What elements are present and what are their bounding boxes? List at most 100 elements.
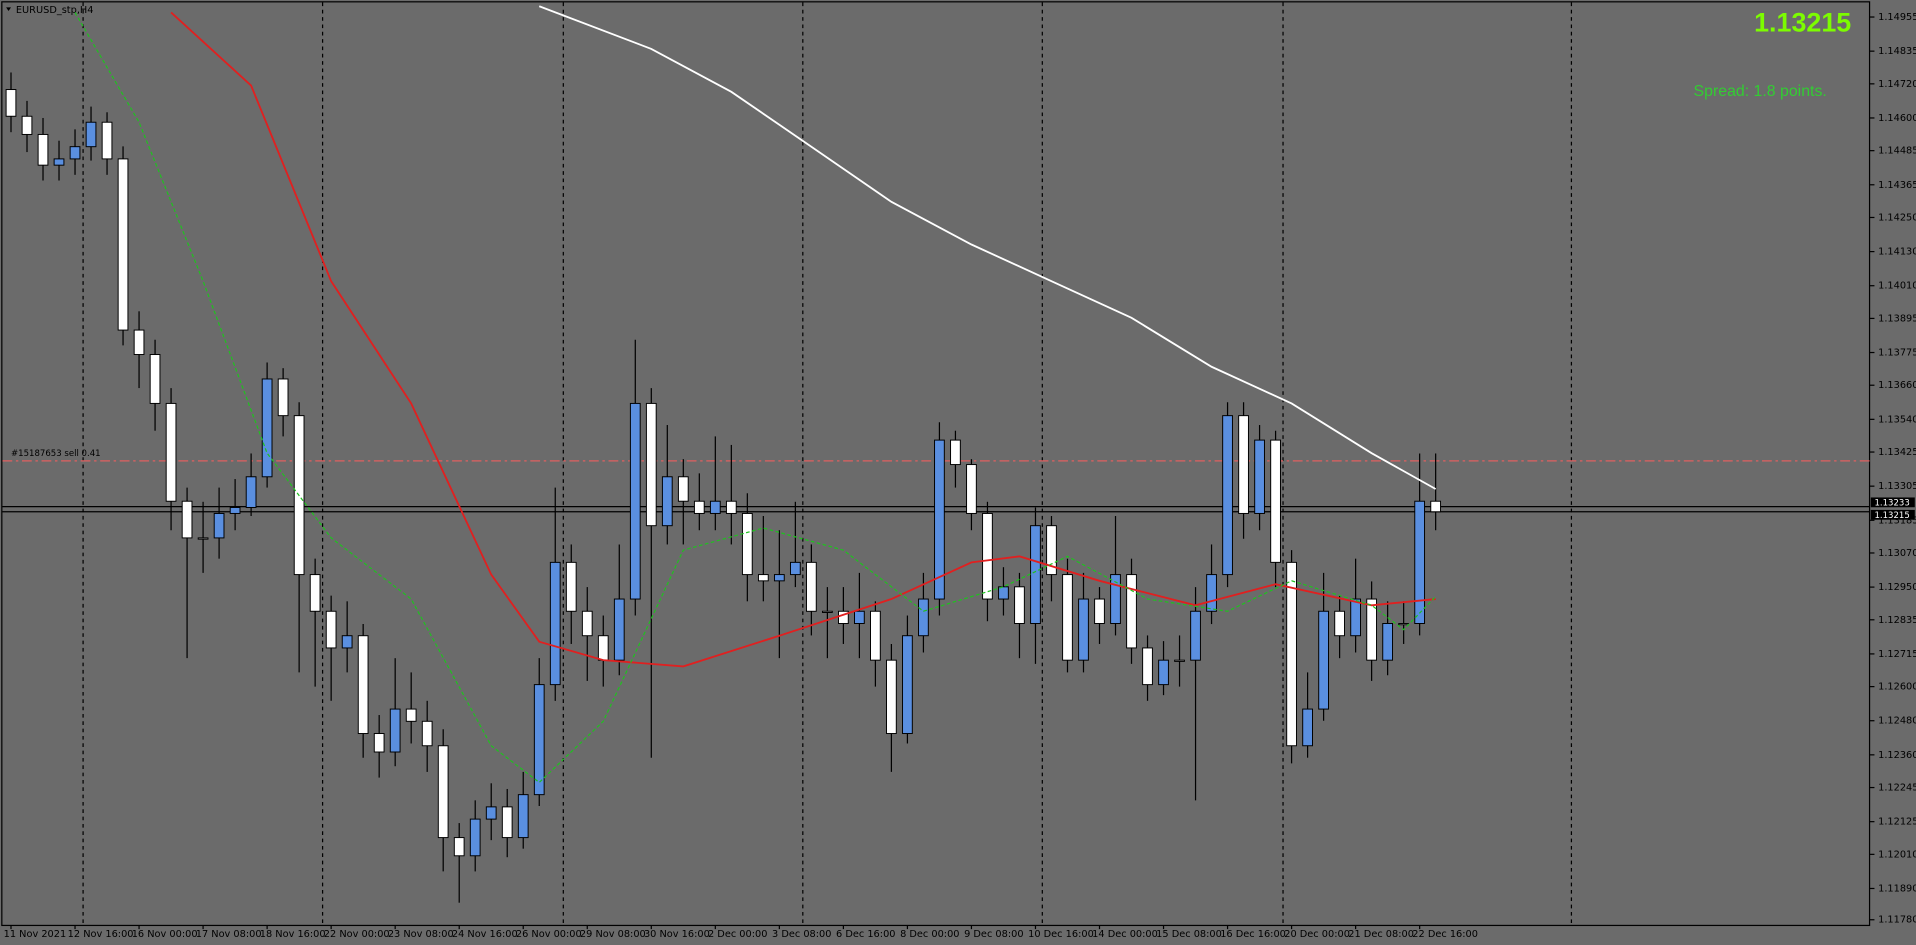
x-tick-label: 12 Nov 16:00 [68,929,134,940]
candle-body [5,89,17,117]
y-tick-label: 1.14600 [1878,113,1916,124]
candle-body [629,402,641,600]
x-tick-label: 24 Nov 16:00 [452,929,518,940]
x-tick-label: 26 Nov 00:00 [516,929,582,940]
candle-body [149,354,161,404]
candle-body [1110,574,1121,624]
y-tick-label: 1.13775 [1878,348,1916,359]
candle-body [966,464,977,514]
candle-body [982,512,993,600]
candle-body [773,574,785,582]
candle-body [85,121,97,148]
y-tick-label: 1.12360 [1878,750,1916,761]
candle-body [501,806,513,839]
candle-body [1382,623,1394,661]
candle-body [886,659,897,735]
candle-body [854,610,865,624]
y-tick-label: 1.14485 [1878,146,1916,157]
candle-body [1174,659,1185,662]
y-tick-label: 1.13070 [1878,548,1916,559]
candle-body [549,561,561,686]
candle-body [469,818,481,857]
candle-body [918,598,929,637]
candle-body [165,402,177,502]
candle-body [1286,561,1297,747]
plot-layer: 1.14955 1.14835 1.14720 1.14600 1.14485 1.143… [2,5,1916,940]
y-tick-label: 1.12715 [1878,649,1916,660]
candle-body [1014,586,1025,624]
candle-body [1190,610,1201,661]
candle-body [1062,574,1073,661]
candle-body [69,146,81,160]
y-tick-label: 1.11890 [1878,883,1916,894]
candle-body [677,476,689,502]
ask-price-label: 1.13233 [1874,498,1909,508]
candle-body [1270,439,1281,563]
candle-body [725,500,737,514]
y-tick-label: 1.12010 [1878,849,1916,860]
candle-body [565,561,577,612]
y-tick-label: 1.13660 [1878,380,1916,391]
candle-body [277,378,289,417]
candle-body [902,635,913,735]
y-tick-label: 1.14835 [1878,46,1916,57]
candle-body [1398,623,1410,626]
candle-body [1414,500,1426,624]
candle-body [181,500,193,539]
moving-average [74,12,1437,784]
x-tick-label: 6 Dec 16:00 [836,929,895,940]
x-tick-label: 29 Nov 08:00 [580,929,646,940]
y-tick-label: 1.14365 [1878,180,1916,191]
candle-body [741,512,753,576]
candle-body [341,635,353,649]
candle-body [789,561,801,576]
candle-body [1334,610,1345,637]
candle-body [405,708,417,722]
candle-body [437,745,449,839]
candle-body [21,115,33,135]
candle-body [1350,598,1361,637]
x-tick-label: 2 Dec 00:00 [708,929,767,940]
candle-body [453,837,465,857]
x-tick-label: 16 Dec 16:00 [1220,929,1286,940]
x-tick-label: 14 Dec 00:00 [1092,929,1158,940]
candle-body [821,610,833,613]
candle-body [1030,525,1041,624]
candle-body [1078,598,1089,661]
y-tick-label: 1.13305 [1878,481,1916,492]
candle-body [533,684,545,796]
candle-body [261,378,273,478]
candle-body [613,598,625,661]
candle-body [101,121,113,160]
candle-body [229,506,241,514]
candle-body [1094,598,1105,624]
candle-body [1238,415,1249,514]
candle-body [757,574,769,582]
bid-price-box [1870,509,1915,520]
candle-body [485,806,497,820]
y-tick-label: 1.13895 [1878,313,1916,324]
menu-arrow[interactable] [6,7,11,12]
candle-body [1206,574,1217,612]
candle-body [838,610,849,624]
y-tick-label: 1.14955 [1878,12,1916,23]
candle-body [934,439,945,600]
candle-body [53,158,65,166]
moving-average [170,11,1436,668]
candle-body [1158,659,1169,686]
candle-body [245,476,257,508]
candle-body [1254,439,1265,514]
plot-frame [1,1,1871,927]
y-tick-label: 1.12950 [1878,582,1916,593]
candle-body [950,439,961,466]
x-tick-label: 3 Dec 08:00 [772,929,831,940]
candle-body [581,610,593,637]
candle-body [645,402,657,527]
x-tick-label: 22 Dec 16:00 [1412,929,1478,940]
x-tick-label: 15 Dec 08:00 [1156,929,1222,940]
y-tick-label: 1.12125 [1878,817,1916,828]
candle-body [1126,574,1137,649]
y-tick-label: 1.14250 [1878,212,1916,223]
